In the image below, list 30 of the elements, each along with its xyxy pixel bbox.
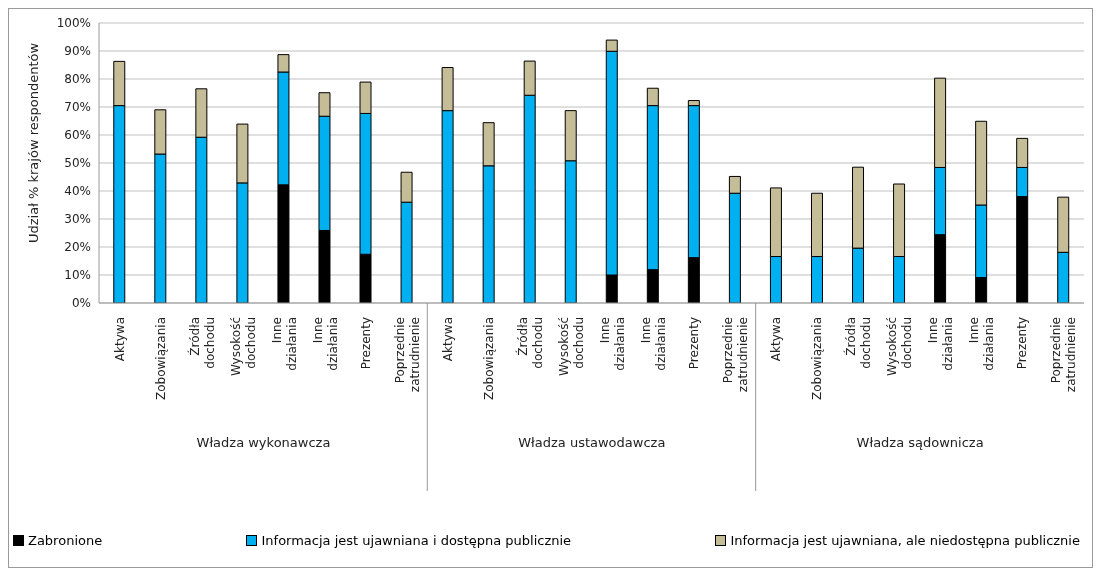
x-tick-label: Aktywa [769, 317, 784, 362]
y-tick-label: 0% [71, 296, 91, 311]
x-tick-label: Aktywa [440, 317, 455, 362]
y-tick-label: 30% [64, 212, 91, 227]
y-tick-label: 20% [64, 240, 91, 255]
y-tick-label: 40% [64, 184, 91, 199]
x-tick-label: Zobowiązania [810, 317, 825, 400]
text: Władza sądownicza [856, 435, 984, 450]
x-tick-label: Prezenty [687, 317, 702, 370]
x-tick-label: Źródła dochodu [843, 317, 874, 369]
x-tick-label: Zobowiązania [481, 317, 496, 400]
legend-label: Informacja jest ujawniana, ale niedostępna publicznie [729, 533, 1080, 548]
x-tick-label: Aktywa [112, 317, 127, 362]
y-tick-label: 100% [56, 16, 91, 31]
legend-label: Zabronione [27, 533, 103, 548]
x-tick-label: Źródła dochodu [186, 317, 217, 369]
y-tick-label: 80% [64, 72, 91, 87]
y-tick-label: 70% [64, 100, 91, 115]
text: Władza wykonawcza [196, 435, 331, 450]
y-tick-label: 90% [64, 44, 91, 59]
y-tick-label: 60% [64, 128, 91, 143]
x-tick-label: Prezenty [358, 317, 373, 370]
text: Władza ustawodawcza [518, 435, 666, 450]
x-tick-label: Prezenty [1015, 317, 1030, 370]
y-tick-label: 50% [64, 156, 91, 171]
x-tick-label: Źródła dochodu [514, 317, 545, 369]
y-tick-label: 10% [64, 268, 91, 283]
y-axis-title: Udział % krajów respondentów [25, 42, 41, 243]
legend-label: Informacja jest ujawniana i dostępna publicznie [260, 533, 572, 548]
x-tick-label: Zobowiązania [153, 317, 168, 400]
